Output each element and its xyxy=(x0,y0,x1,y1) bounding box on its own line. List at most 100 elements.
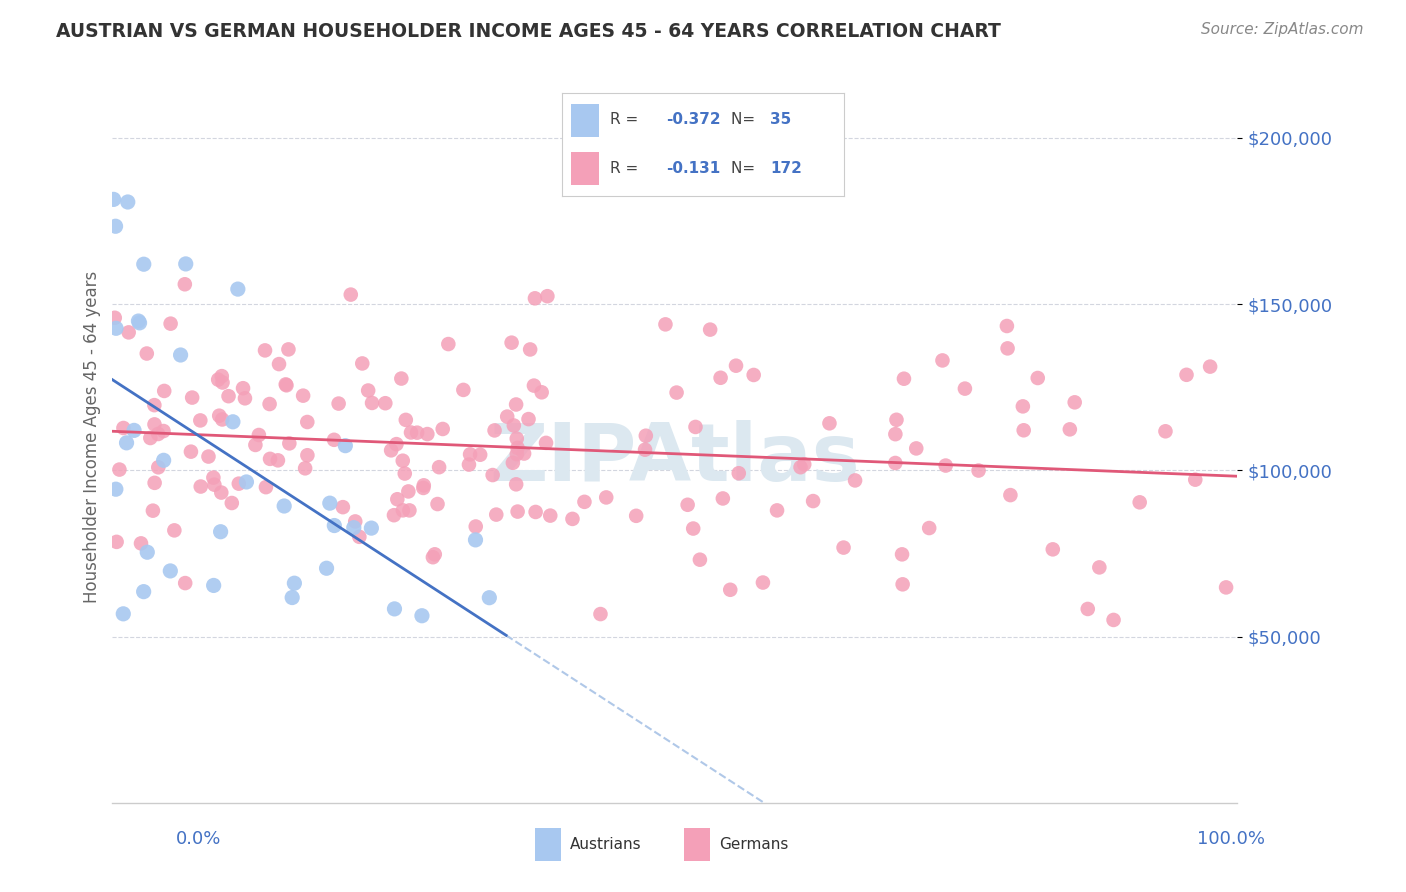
Point xyxy=(112,607,135,621)
Point xyxy=(202,470,225,484)
Point xyxy=(332,500,354,515)
Point xyxy=(406,425,429,440)
Point xyxy=(727,467,749,481)
Point xyxy=(689,552,711,566)
Point xyxy=(132,257,155,271)
Point xyxy=(505,477,527,491)
Point xyxy=(297,448,319,462)
Point xyxy=(105,321,128,335)
Point xyxy=(315,561,337,575)
Point xyxy=(935,458,957,473)
Point xyxy=(159,564,181,578)
Point xyxy=(931,353,953,368)
Point xyxy=(188,413,211,427)
Point xyxy=(392,503,415,517)
Point xyxy=(665,385,688,400)
Point xyxy=(394,467,416,481)
Point xyxy=(389,371,412,385)
Text: 0.0%: 0.0% xyxy=(176,830,221,847)
Point xyxy=(416,427,439,442)
Point xyxy=(128,316,150,330)
Point xyxy=(253,343,276,358)
Point xyxy=(129,536,152,550)
Point xyxy=(152,424,174,438)
Point xyxy=(536,289,558,303)
Point xyxy=(398,503,420,517)
Point xyxy=(190,479,212,493)
Point xyxy=(682,522,704,536)
Point xyxy=(112,421,135,435)
Point xyxy=(634,428,657,442)
Point xyxy=(247,428,270,442)
Point xyxy=(506,441,529,455)
Point xyxy=(104,219,127,234)
Point xyxy=(277,343,299,357)
Point xyxy=(595,491,617,505)
Point xyxy=(905,442,928,456)
Point xyxy=(385,437,408,451)
Point xyxy=(453,383,475,397)
Point xyxy=(281,591,304,605)
Point xyxy=(118,326,141,340)
Point xyxy=(1154,425,1177,439)
Point xyxy=(197,450,219,464)
Point xyxy=(884,427,907,442)
Point xyxy=(254,480,277,494)
Point xyxy=(323,433,346,447)
Point xyxy=(538,508,561,523)
Point xyxy=(153,384,176,398)
Point xyxy=(294,461,316,475)
Point xyxy=(426,497,449,511)
Point xyxy=(273,499,295,513)
Point xyxy=(411,608,433,623)
Point xyxy=(997,342,1019,356)
Point xyxy=(148,460,170,475)
Point xyxy=(139,431,162,445)
Text: 100.0%: 100.0% xyxy=(1198,830,1265,847)
Point xyxy=(801,494,824,508)
Point xyxy=(395,413,418,427)
Point xyxy=(174,257,197,271)
Point xyxy=(349,530,371,544)
Point xyxy=(259,451,281,466)
Point xyxy=(283,576,305,591)
Point xyxy=(173,277,195,292)
Point xyxy=(384,602,406,616)
Point xyxy=(276,378,298,392)
Point xyxy=(117,194,139,209)
Point xyxy=(519,343,541,357)
Point xyxy=(891,547,914,561)
Point xyxy=(501,335,523,350)
Point xyxy=(181,391,204,405)
Point xyxy=(506,505,529,519)
Point xyxy=(524,505,547,519)
Point xyxy=(724,359,747,373)
Point xyxy=(886,413,908,427)
Point xyxy=(464,519,486,533)
Point xyxy=(361,396,384,410)
Point xyxy=(152,453,174,467)
Point xyxy=(423,547,446,561)
Point xyxy=(624,508,647,523)
Point xyxy=(245,438,267,452)
Point xyxy=(208,409,231,423)
Point xyxy=(202,477,225,491)
Point xyxy=(1102,613,1125,627)
Point xyxy=(352,356,374,370)
Point xyxy=(699,323,721,337)
Point xyxy=(135,346,157,360)
Point xyxy=(995,318,1018,333)
Point xyxy=(174,576,197,591)
Point xyxy=(387,492,409,507)
Point xyxy=(344,515,367,529)
Point xyxy=(104,310,127,325)
Point xyxy=(1215,581,1237,595)
Point xyxy=(793,458,815,472)
Point xyxy=(233,392,256,406)
Point xyxy=(742,368,765,382)
Point xyxy=(292,389,315,403)
Point xyxy=(893,372,915,386)
Point xyxy=(1199,359,1222,374)
Point xyxy=(221,496,243,510)
Point xyxy=(496,409,519,424)
